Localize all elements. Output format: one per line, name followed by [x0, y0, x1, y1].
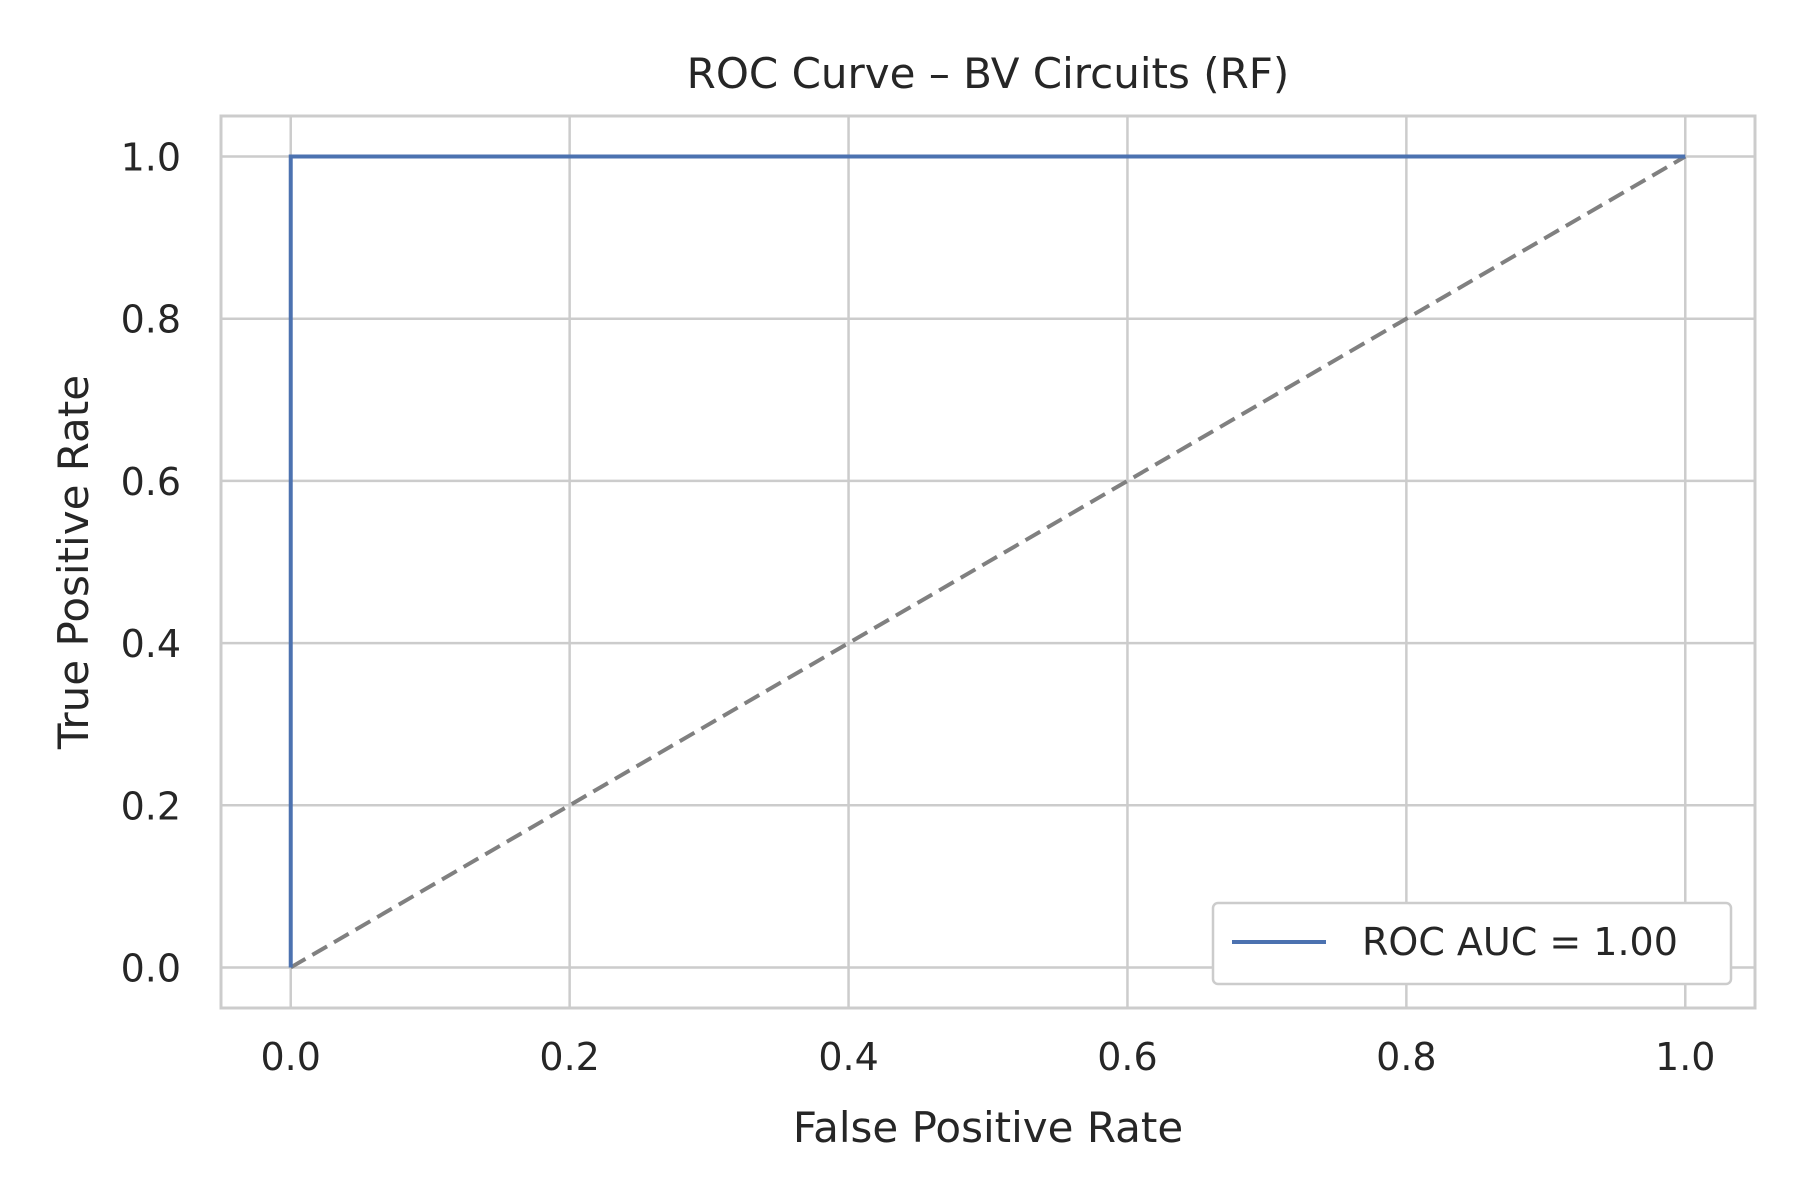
chance-diagonal-line [289, 154, 1687, 970]
x-axis-title: False Positive Rate [793, 1103, 1183, 1152]
y-tick-label: 0.4 [121, 622, 181, 666]
roc-curve-line [288, 154, 1686, 968]
x-tick-label: 0.6 [1097, 1035, 1157, 1079]
y-tick-labels: 0.0 0.2 0.4 0.6 0.8 1.0 [121, 136, 181, 991]
legend-label: ROC AUC = 1.00 [1362, 920, 1678, 964]
x-tick-label: 0.2 [539, 1035, 599, 1079]
x-tick-label: 1.0 [1655, 1035, 1715, 1079]
y-tick-label: 0.6 [121, 460, 181, 504]
y-tick-label: 0.0 [121, 946, 181, 990]
y-tick-label: 1.0 [121, 136, 181, 180]
y-axis-title: True Positive Rate [49, 375, 98, 750]
x-tick-label: 0.0 [261, 1035, 321, 1079]
legend-box [1211, 901, 1733, 986]
y-tick-label: 0.2 [121, 784, 181, 828]
x-tick-label: 0.8 [1376, 1035, 1436, 1079]
legend: ROC AUC = 1.00 [1211, 901, 1733, 986]
x-tick-label: 0.4 [818, 1035, 878, 1079]
x-tick-labels: 0.0 0.2 0.4 0.6 0.8 1.0 [261, 1035, 1716, 1079]
y-tick-label: 0.8 [121, 298, 181, 342]
chart-title: ROC Curve – BV Circuits (RF) [687, 49, 1290, 98]
plot-series [288, 154, 1687, 970]
plot-frame [219, 114, 1757, 1010]
